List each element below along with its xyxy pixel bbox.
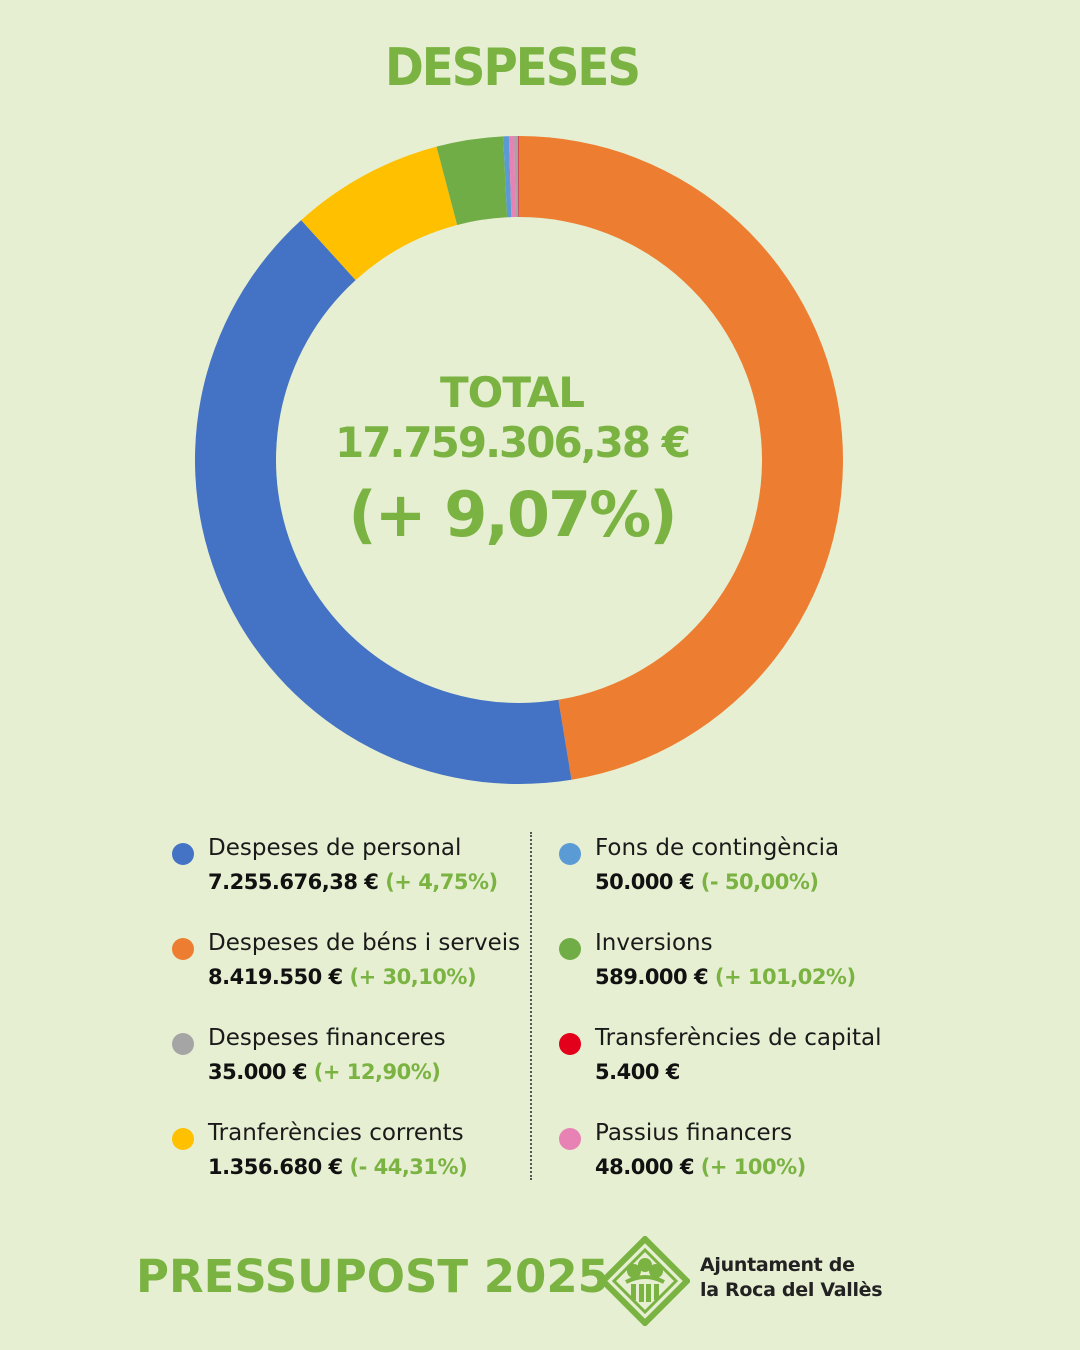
donut-slice-despeses-de-bens-i-serveis [519, 136, 844, 780]
legend-label: Passius financers [595, 1120, 793, 1146]
legend-dot [172, 1033, 194, 1055]
legend-dot [559, 843, 581, 865]
legend-label: Transferències de capital [595, 1025, 882, 1051]
donut-slice-fons-de-contingencia [503, 136, 512, 218]
legend-dot [559, 938, 581, 960]
total-label: TOTAL [439, 368, 585, 417]
donut-chart [195, 136, 844, 785]
legend-amount: 1.356.680 € [208, 1155, 343, 1179]
legend-amount: 35.000 € [208, 1060, 307, 1084]
legend-dot [172, 843, 194, 865]
total-change: (+ 9,07%) [348, 478, 677, 551]
legend-amount: 5.400 € [595, 1060, 680, 1084]
org-name-line-2: la Roca del Vallès [700, 1279, 883, 1301]
legend-label: Inversions [595, 930, 713, 956]
legend-dot [172, 1128, 194, 1150]
legend-change: (+ 30,10%) [349, 965, 477, 989]
legend-change: (+ 12,90%) [313, 1060, 441, 1084]
donut-slice-inversions [436, 136, 508, 226]
legend-label: Tranferències corrents [208, 1120, 464, 1146]
legend-change: (- 50,00%) [700, 870, 819, 894]
legend-dot [172, 938, 194, 960]
donut-slice-transferencies-de-capital [518, 136, 519, 218]
page-title: DESPESES [384, 38, 641, 98]
legend-change: (+ 4,75%) [385, 870, 498, 894]
legend-dot [559, 1128, 581, 1150]
legend-divider [530, 832, 532, 1180]
roca-del-valles-logo-icon [600, 1236, 690, 1326]
org-name-line-1: Ajuntament de [700, 1254, 855, 1276]
legend-change: (- 44,31%) [349, 1155, 468, 1179]
legend-amount: 8.419.550 € [208, 965, 343, 989]
footer-title: PRESSUPOST 2025 [136, 1250, 609, 1303]
legend-label: Despeses de personal [208, 835, 462, 861]
legend-label: Despeses de béns i serveis [208, 930, 521, 956]
legend-label: Fons de contingència [595, 835, 840, 861]
donut-slice-despeses-financeres [514, 136, 519, 218]
legend-amount: 589.000 € [595, 965, 709, 989]
legend-amount: 7.255.676,38 € [208, 870, 379, 894]
legend-amount: 50.000 € [595, 870, 694, 894]
donut-slice-passius-financers [508, 136, 516, 218]
legend-label: Despeses financeres [208, 1025, 446, 1051]
total-value: 17.759.306,38 € [335, 418, 691, 467]
legend-amount: 48.000 € [595, 1155, 694, 1179]
legend-dot [559, 1033, 581, 1055]
donut-slice-tranferencies-corrents [301, 146, 458, 281]
donut-slice-despeses-de-personal [195, 220, 572, 785]
legend-change: (+ 101,02%) [714, 965, 856, 989]
legend-change: (+ 100%) [700, 1155, 806, 1179]
